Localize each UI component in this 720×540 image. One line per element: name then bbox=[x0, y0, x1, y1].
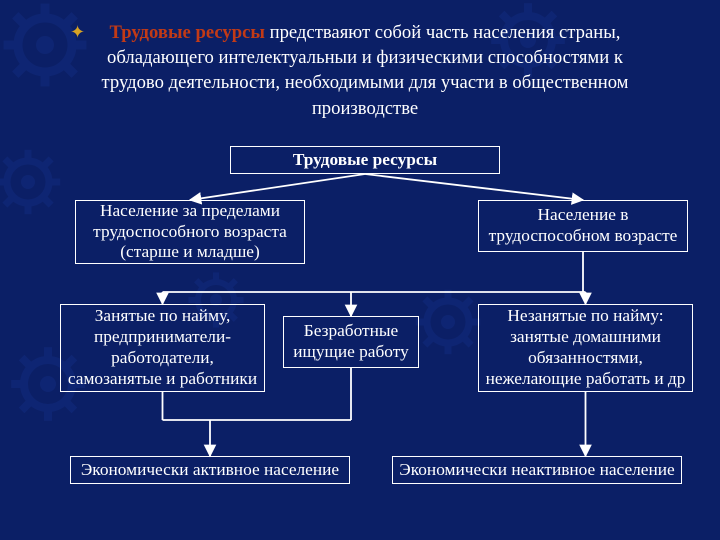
node-n6: Экономически активное население bbox=[70, 456, 350, 484]
node-n2: Население в трудоспособном возрасте bbox=[478, 200, 688, 252]
node-n1: Население за пределами трудоспособного в… bbox=[75, 200, 305, 264]
node-root: Трудовые ресурсы bbox=[230, 146, 500, 174]
node-n5: Незанятые по найму: занятые домашними об… bbox=[478, 304, 693, 392]
intro-paragraph: Трудовые ресурсы предстваяют собой часть… bbox=[85, 20, 645, 121]
intro-title: Трудовые ресурсы bbox=[110, 22, 265, 43]
node-n4: Безработные ищущие работу bbox=[283, 316, 419, 368]
node-n7: Экономически неактивное население bbox=[392, 456, 682, 484]
node-n3: Занятые по найму, предприниматели-работо… bbox=[60, 304, 265, 392]
bullet-icon: ✦ bbox=[70, 22, 85, 43]
slide-stage: ✦ Трудовые ресурсы предстваяют собой час… bbox=[0, 0, 720, 540]
